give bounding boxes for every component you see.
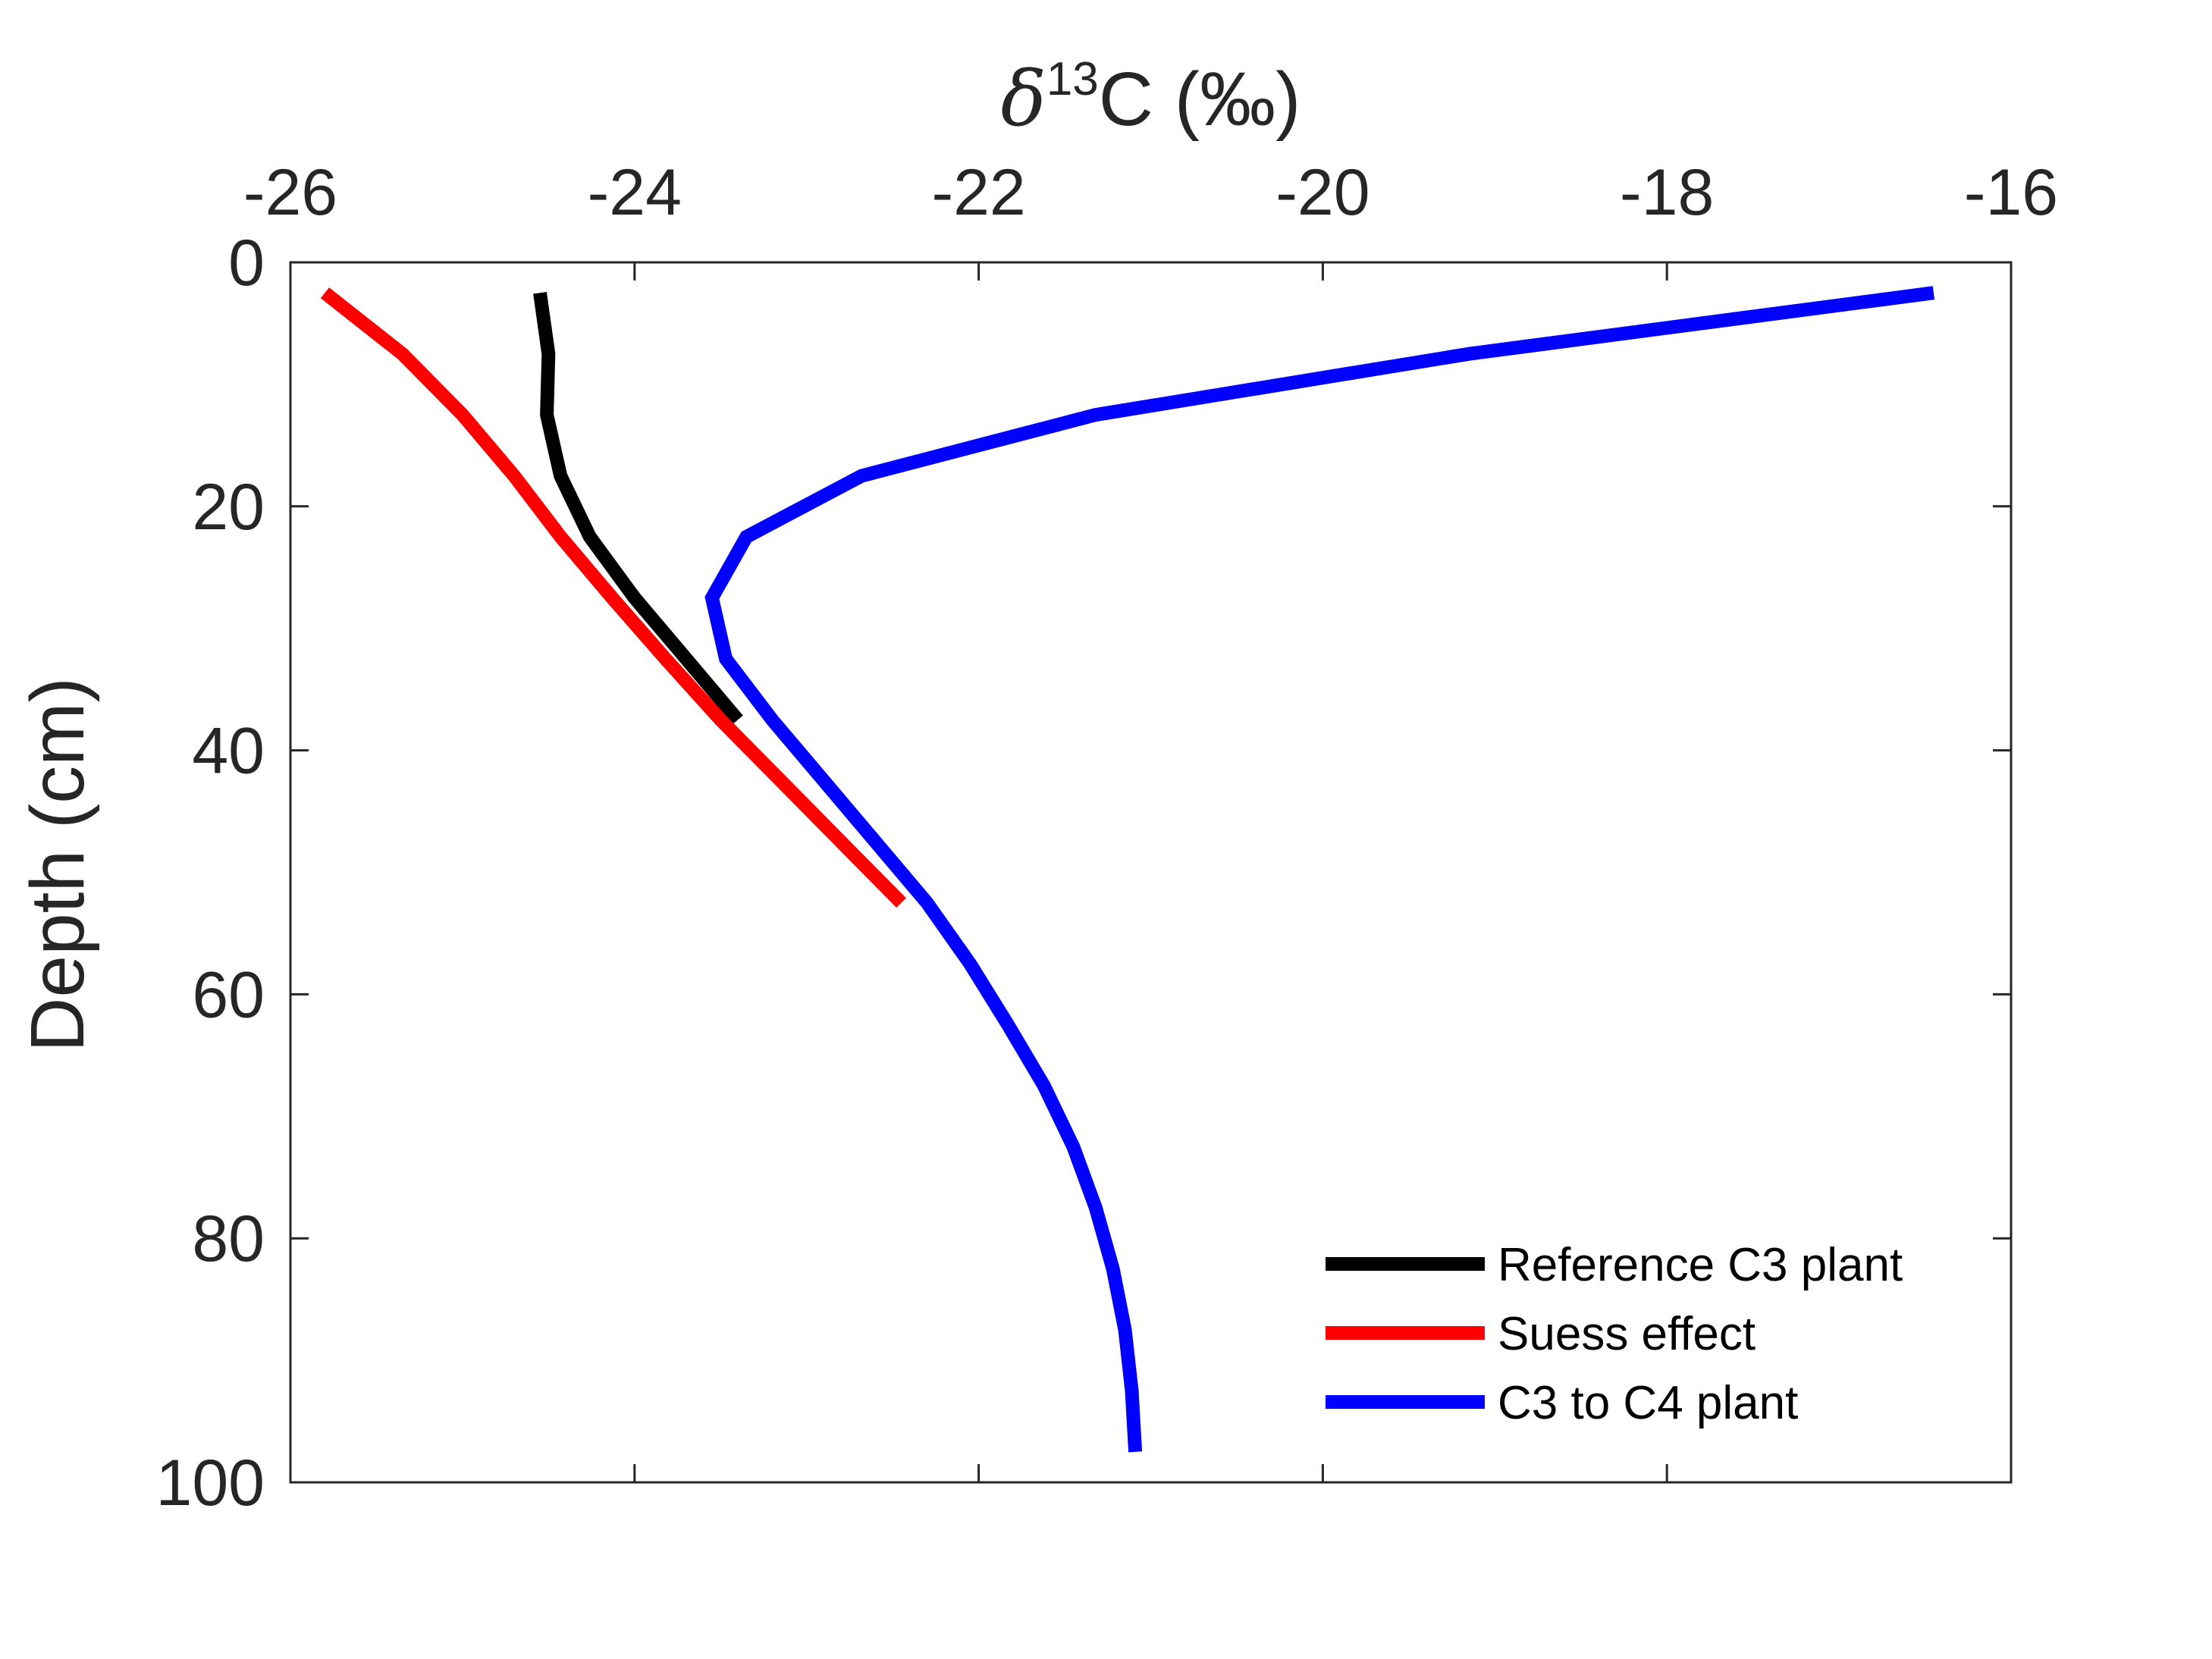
legend-label-reference-c3-plant: Reference C3 plant [1498,1239,1903,1291]
y-tick-label: 40 [192,715,265,788]
x-tick-label: -26 [243,156,337,229]
legend-label-suess-effect: Suess effect [1498,1308,1755,1360]
x-axis-title-symbol: δ [1001,55,1046,143]
x-axis-title-superscript: 13 [1046,53,1099,105]
series-line-reference-c3-plant [533,291,743,725]
y-axis-ticks: 0 20 40 60 80 100 [156,227,2011,1519]
legend: Reference C3 plant Suess effect C3 to C4 p… [1326,1239,1903,1429]
x-tick-label: -16 [1964,156,2058,229]
series-line-suess-effect [320,287,906,908]
x-tick-label: -18 [1620,156,1714,229]
series-line-c3-to-c4-plant [704,286,1935,1453]
x-axis-title: δ13C (‰) [1001,53,1301,143]
y-tick-label: 80 [192,1203,265,1275]
x-tick-label: -22 [931,156,1025,229]
y-tick-label: 100 [156,1447,265,1519]
y-tick-label: 0 [228,227,265,299]
y-axis-title: Depth (cm) [15,677,100,1052]
x-tick-label: -24 [588,156,682,229]
plot-area-frame [289,261,2013,1484]
legend-label-c3-to-c4-plant: C3 to C4 plant [1498,1377,1798,1429]
y-tick-label: 60 [192,958,265,1031]
y-tick-label: 20 [192,471,265,544]
series-layer [320,286,1935,1453]
x-axis-title-text: C (‰) [1099,57,1301,142]
x-axis-ticks: -26 -24 -22 -20 -18 -16 [243,156,2058,1482]
x-tick-label: -20 [1275,156,1370,229]
